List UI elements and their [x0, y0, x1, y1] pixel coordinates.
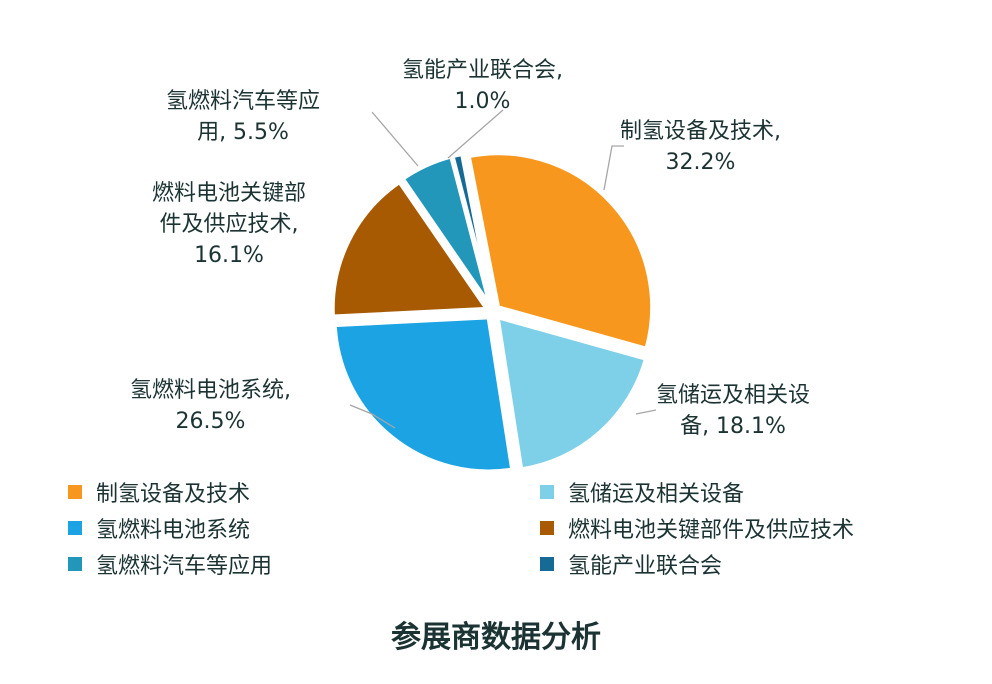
legend-item-1: 氢储运及相关设备: [540, 476, 744, 508]
chart-title: 参展商数据分析: [391, 620, 601, 655]
legend-label: 氢燃料汽车等应用: [96, 554, 273, 579]
legend-item-3: 燃料电池关键部件及供应技术: [540, 512, 854, 544]
leader-line-1: [635, 409, 657, 415]
legend-label: 氢能产业联合会: [568, 554, 723, 579]
pie-slice-0: [466, 151, 655, 352]
data-label-5: 氢能产业联合会, 1.0%: [402, 58, 563, 114]
legend-item-5: 氢能产业联合会: [540, 548, 722, 580]
legend-swatch: [540, 521, 554, 535]
pie-slice-3: [330, 179, 491, 319]
leader-line-4: [371, 111, 419, 167]
pie-slice-5: [450, 151, 494, 306]
data-label-0: 制氢设备及技术, 32.2%: [620, 119, 781, 175]
legend-label: 氢燃料电池系统: [96, 518, 251, 543]
legend-swatch: [68, 521, 82, 535]
leader-line-0: [603, 145, 624, 191]
legend-swatch: [68, 485, 82, 499]
legend-item-4: 氢燃料汽车等应用: [68, 548, 272, 580]
data-label-1: 氢储运及相关设 备, 18.1%: [656, 383, 811, 439]
legend-item-2: 氢燃料电池系统: [68, 512, 250, 544]
data-label-4: 氢燃料汽车等应 用, 5.5%: [166, 89, 321, 145]
legend-swatch: [540, 485, 554, 499]
data-label-3: 燃料电池关键部 件及供应技术, 16.1%: [152, 181, 307, 268]
legend-label: 燃料电池关键部件及供应技术: [568, 518, 855, 543]
legend-swatch: [68, 557, 82, 571]
legend-label: 制氢设备及技术: [96, 482, 251, 507]
leader-line-2: [349, 404, 396, 429]
legend-label: 氢储运及相关设备: [568, 482, 745, 507]
legend-item-0: 制氢设备及技术: [68, 476, 250, 508]
leader-line-5: [447, 109, 504, 159]
pie-slice-1: [495, 314, 649, 472]
data-label-2: 氢燃料电池系统, 26.5%: [130, 378, 291, 434]
legend-swatch: [540, 557, 554, 571]
pie-slice-2: [332, 315, 515, 474]
